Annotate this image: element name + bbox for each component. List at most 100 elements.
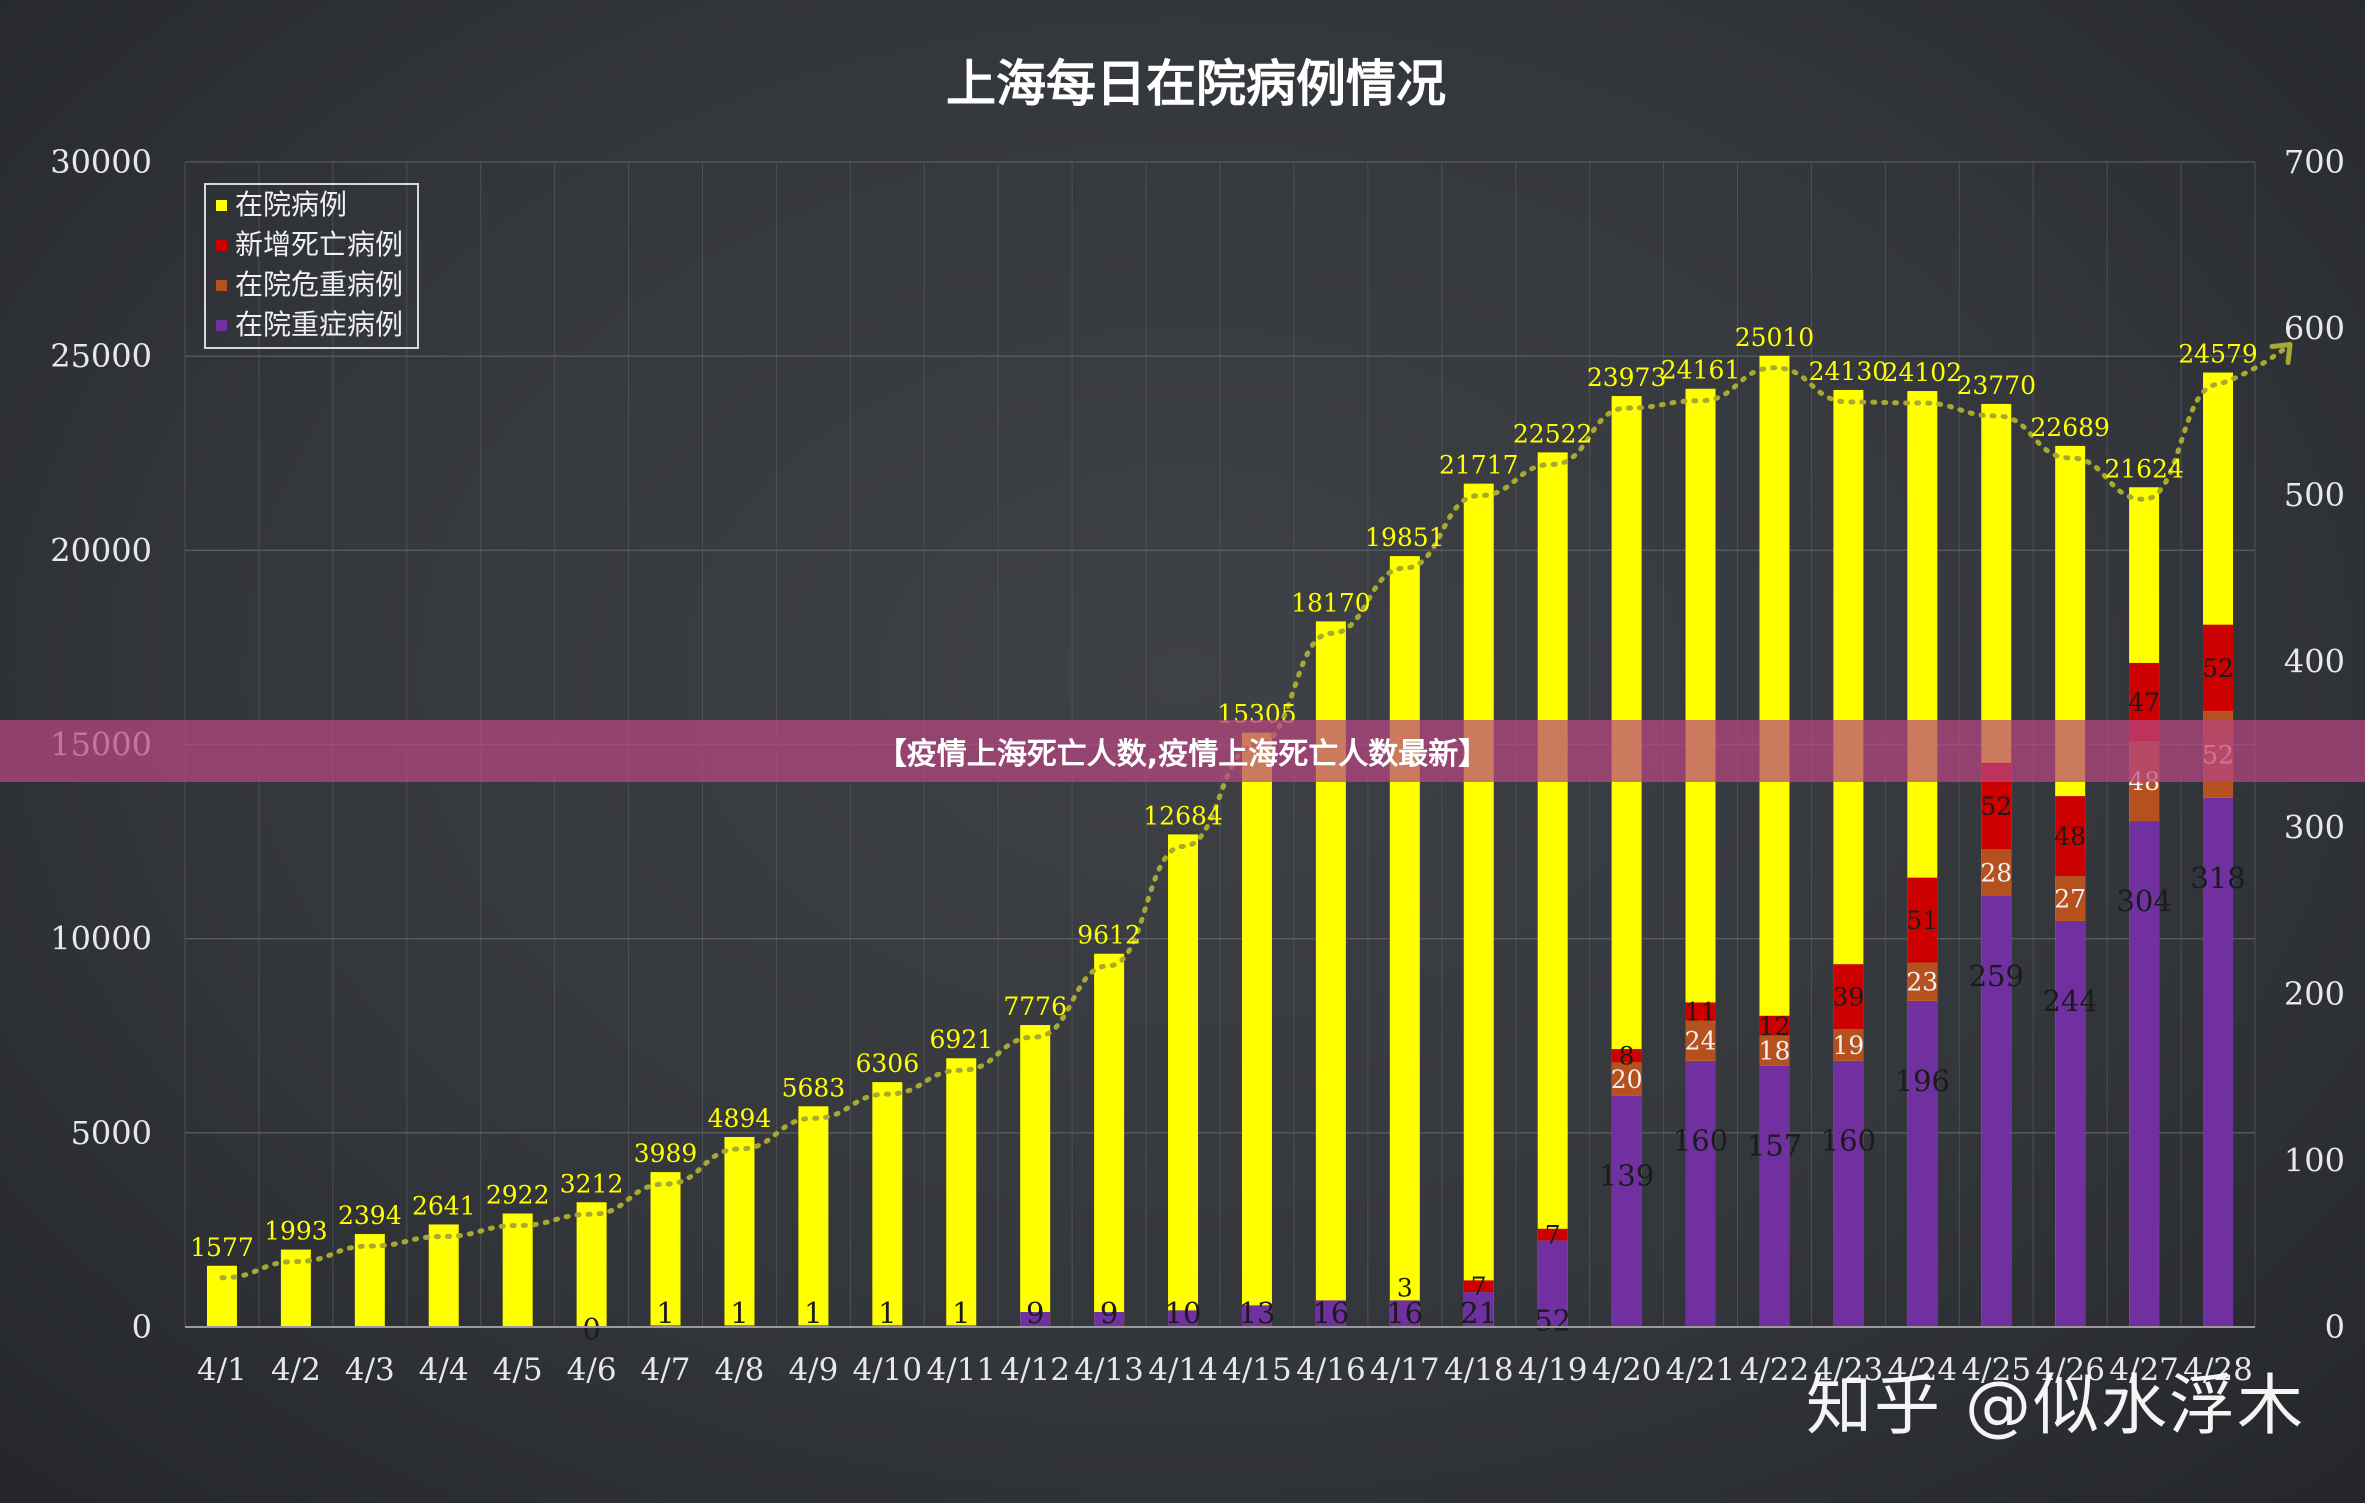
data-label-severe: 9 [1026, 1296, 1044, 1330]
data-label-severe: 160 [1821, 1124, 1876, 1158]
bar-total [1094, 953, 1125, 1327]
data-label-severe: 10 [1165, 1296, 1202, 1330]
data-label-total: 24102 [1883, 358, 1963, 387]
x-tick-label: 4/26 [2035, 1352, 2105, 1388]
bar-critical [1981, 849, 2012, 896]
data-label-total: 2641 [412, 1191, 476, 1220]
bar-critical [1685, 1020, 1716, 1061]
bar-severe [2203, 797, 2234, 1327]
x-tick-label: 4/15 [1222, 1352, 1292, 1388]
bar-deaths [1537, 1228, 1568, 1241]
data-label-deaths: 39 [1832, 983, 1864, 1012]
data-label-total: 5683 [782, 1073, 846, 1102]
data-label-critical: 27 [2054, 884, 2086, 913]
data-label-total: 21624 [2104, 454, 2184, 483]
watermark: 知乎 @似水浮木 [1806, 1367, 2305, 1444]
bar-total [946, 1058, 977, 1327]
legend-box [204, 183, 419, 349]
y-left-tick-label: 20000 [50, 531, 152, 569]
data-label-total: 9612 [1077, 921, 1141, 950]
bar-severe [1833, 1060, 1864, 1327]
data-label-total: 23770 [1956, 371, 2036, 400]
data-label-deaths: 52 [2202, 654, 2234, 683]
x-tick-label: 4/12 [1000, 1352, 1070, 1388]
data-label-total: 19851 [1365, 523, 1445, 552]
x-tick-label: 4/25 [1961, 1352, 2031, 1388]
y-right-tick-label: 0 [2325, 1308, 2345, 1346]
data-label-deaths: 7 [1471, 1272, 1487, 1301]
x-tick-label: 4/19 [1518, 1352, 1588, 1388]
bar-deaths [1685, 1002, 1716, 1021]
y-left-tick-label: 25000 [50, 337, 152, 375]
x-tick-label: 4/6 [567, 1352, 617, 1388]
data-label-deaths: 3 [1397, 1273, 1413, 1302]
bar-deaths [1759, 1015, 1790, 1036]
x-tick-label: 4/2 [271, 1352, 321, 1388]
data-label-total: 18170 [1291, 588, 1371, 617]
data-label-total: 3989 [634, 1139, 698, 1168]
data-label-severe: 318 [2190, 861, 2245, 895]
legend-label: 在院病例 [235, 188, 347, 221]
bar-total [1168, 834, 1199, 1327]
data-label-total: 23973 [1587, 363, 1667, 392]
y-right-tick-label: 600 [2284, 309, 2345, 347]
y-left-tick-label: 5000 [71, 1114, 152, 1152]
x-tick-label: 4/3 [345, 1352, 395, 1388]
x-tick-label: 4/14 [1148, 1352, 1218, 1388]
data-label-severe: 21 [1460, 1296, 1497, 1330]
y-right-tick-label: 400 [2284, 642, 2345, 680]
bar-deaths [1611, 1049, 1642, 1063]
data-label-total: 4894 [708, 1104, 772, 1133]
x-tick-label: 4/27 [2109, 1352, 2179, 1388]
data-label-severe: 0 [582, 1312, 600, 1346]
data-label-total: 2394 [338, 1201, 402, 1230]
data-label-severe: 259 [1969, 959, 2024, 993]
data-label-deaths: 8 [1619, 1042, 1635, 1071]
y-left-tick-label: 30000 [50, 143, 152, 181]
bar-severe [1168, 1310, 1199, 1327]
data-label-critical: 24 [1685, 1027, 1717, 1056]
data-label-total: 2922 [486, 1181, 550, 1210]
data-label-severe: 13 [1239, 1296, 1276, 1330]
y-right-tick-label: 700 [2284, 143, 2345, 181]
bar-total [1020, 1025, 1051, 1327]
data-label-total: 24579 [2178, 340, 2258, 369]
x-tick-label: 4/18 [1444, 1352, 1514, 1388]
x-tick-label: 4/9 [788, 1352, 838, 1388]
data-label-deaths: 47 [2128, 688, 2160, 717]
bar-severe [1907, 1000, 1938, 1327]
data-label-critical: 28 [1980, 859, 2012, 888]
data-label-critical: 23 [1906, 968, 1938, 997]
bar-severe [1315, 1300, 1346, 1327]
data-label-severe: 1 [952, 1296, 970, 1330]
data-label-deaths: 52 [1980, 792, 2012, 821]
data-label-total: 24161 [1661, 356, 1741, 385]
data-label-total: 12684 [1143, 801, 1223, 830]
bar-total [1389, 556, 1420, 1327]
bar-total [724, 1136, 755, 1327]
x-tick-label: 4/7 [641, 1352, 691, 1388]
y-right-tick-label: 200 [2284, 975, 2345, 1013]
data-label-deaths: 51 [1906, 906, 1938, 935]
data-label-total: 1577 [190, 1233, 254, 1262]
data-label-severe: 244 [2042, 984, 2097, 1018]
bar-total [1537, 452, 1568, 1328]
data-label-deaths: 12 [1759, 1012, 1791, 1041]
data-label-total: 7776 [1003, 992, 1067, 1021]
data-label-severe: 1 [878, 1296, 896, 1330]
data-label-critical: 20 [1611, 1065, 1643, 1094]
bar-deaths [1907, 877, 1938, 963]
data-label-severe: 157 [1747, 1129, 1802, 1163]
y-right-tick-label: 100 [2284, 1142, 2345, 1180]
y-left-tick-label: 0 [132, 1308, 152, 1346]
x-tick-label: 4/16 [1296, 1352, 1366, 1388]
bar-total [650, 1172, 681, 1327]
x-tick-label: 4/8 [715, 1352, 765, 1388]
bar-severe [1611, 1095, 1642, 1327]
x-tick-label: 4/28 [2183, 1352, 2253, 1388]
x-tick-label: 4/23 [1814, 1352, 1884, 1388]
bar-total [798, 1106, 829, 1327]
bar-deaths [2203, 624, 2234, 712]
